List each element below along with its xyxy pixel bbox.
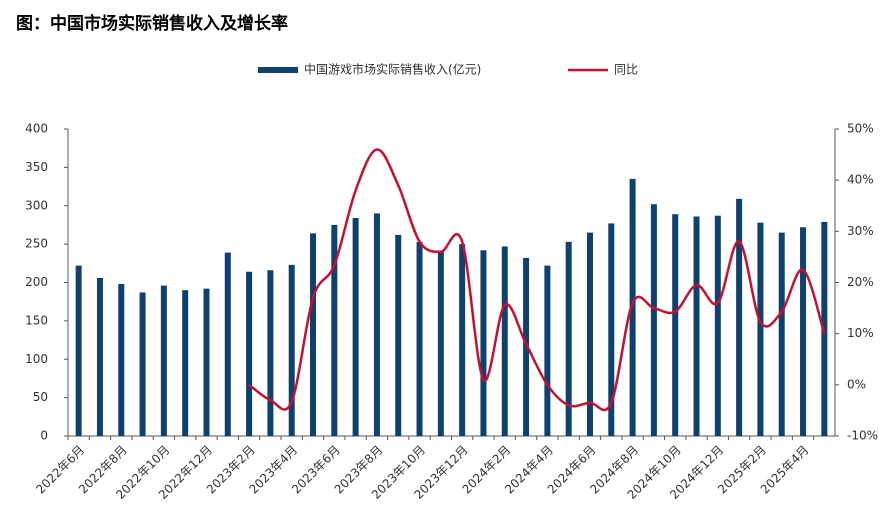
chart-title: 图：中国市场实际销售收入及增长率 xyxy=(16,13,288,34)
bar xyxy=(523,257,530,436)
bar xyxy=(736,198,743,436)
y-tick-label: 300 xyxy=(25,198,48,212)
bar xyxy=(714,215,721,436)
y-tick-label: 100 xyxy=(25,352,48,366)
bar xyxy=(96,277,103,436)
bar xyxy=(373,213,380,436)
bar xyxy=(778,232,785,436)
y2-tick-label: -10% xyxy=(847,429,878,443)
bar xyxy=(267,270,274,436)
bar xyxy=(629,178,636,436)
bar xyxy=(693,216,700,436)
y-tick-label: 200 xyxy=(25,275,48,289)
y-tick-label: 0 xyxy=(40,429,48,443)
bar xyxy=(757,222,764,436)
bar xyxy=(480,250,487,436)
bar xyxy=(139,292,146,436)
bar xyxy=(160,285,167,436)
bar xyxy=(182,290,189,436)
y-tick-label: 50 xyxy=(33,390,48,404)
y2-tick-label: 20% xyxy=(847,275,874,289)
bar xyxy=(544,265,551,436)
bar xyxy=(800,227,807,436)
y2-tick-label: 0% xyxy=(847,377,866,391)
y-tick-label: 150 xyxy=(25,313,48,327)
bar xyxy=(246,271,253,436)
bar xyxy=(437,251,444,436)
bar xyxy=(586,232,593,436)
bar xyxy=(565,241,572,436)
bar xyxy=(821,221,828,436)
bar xyxy=(416,241,423,436)
y2-tick-label: 10% xyxy=(847,326,874,340)
legend-swatch xyxy=(258,67,298,73)
bar xyxy=(352,218,359,436)
y-tick-label: 250 xyxy=(25,237,48,251)
bar xyxy=(459,244,466,436)
bar xyxy=(672,214,679,436)
bar xyxy=(331,224,338,436)
bar xyxy=(203,288,210,436)
y2-tick-label: 40% xyxy=(847,173,874,187)
y-tick-label: 350 xyxy=(25,160,48,174)
legend-label: 中国游戏市场实际销售收入(亿元) xyxy=(304,62,481,77)
bar xyxy=(75,265,82,436)
bar xyxy=(118,284,125,436)
bar xyxy=(608,223,615,436)
bar xyxy=(224,252,231,436)
bar xyxy=(288,264,295,436)
bar xyxy=(501,246,508,436)
legend-label: 同比 xyxy=(614,63,638,77)
y2-tick-label: 30% xyxy=(847,224,874,238)
bar xyxy=(650,204,657,436)
y2-tick-label: 50% xyxy=(847,122,874,136)
bar xyxy=(310,233,317,436)
line xyxy=(248,148,826,412)
y-tick-label: 400 xyxy=(25,122,48,136)
bar xyxy=(395,234,402,436)
